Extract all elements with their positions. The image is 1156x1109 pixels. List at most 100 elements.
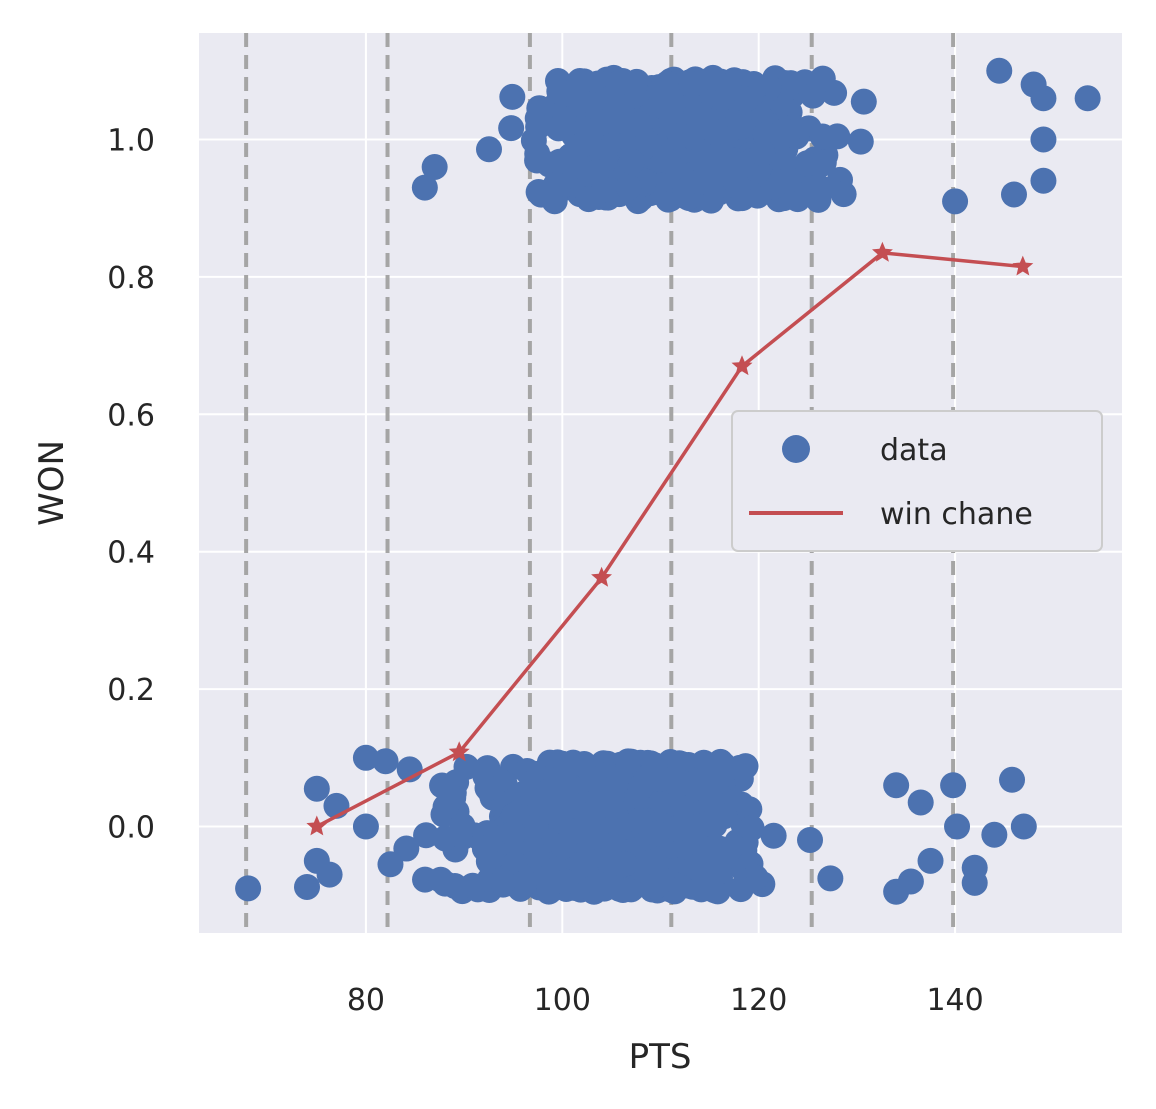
data-point: [727, 876, 754, 903]
data-point: [709, 151, 736, 178]
legend-marker-data: [782, 435, 810, 463]
y-tick-label: 1.0: [107, 123, 155, 158]
data-point: [1030, 85, 1057, 112]
data-point: [471, 835, 498, 862]
data-point: [372, 748, 399, 775]
data-point: [678, 71, 705, 98]
data-point: [597, 85, 624, 112]
y-tick-label: 0.2: [107, 673, 155, 708]
data-point: [500, 820, 527, 847]
data-point: [542, 171, 569, 198]
data-point: [558, 145, 585, 172]
data-point: [800, 82, 827, 109]
data-point: [1000, 181, 1027, 208]
data-point: [749, 140, 776, 167]
data-point: [615, 748, 642, 775]
data-point: [489, 868, 516, 895]
data-point: [726, 754, 753, 781]
data-points: [235, 57, 1101, 905]
data-point: [999, 766, 1026, 793]
data-point: [638, 849, 665, 876]
data-point: [944, 813, 971, 840]
data-point: [609, 851, 636, 878]
data-point: [641, 873, 668, 900]
data-point: [525, 113, 552, 140]
data-point: [499, 83, 526, 110]
data-point: [522, 813, 549, 840]
data-point: [316, 861, 343, 888]
y-tick-label: 0.0: [107, 811, 155, 846]
x-tick-label: 140: [926, 983, 983, 1018]
win-chance-path: [316, 251, 1024, 829]
data-point: [797, 826, 824, 853]
data-point: [981, 821, 1008, 848]
data-point: [883, 772, 910, 799]
legend-label-data: data: [880, 433, 948, 468]
data-point: [579, 800, 606, 827]
data-point: [596, 870, 623, 897]
legend-box: [731, 410, 1103, 552]
data-point: [686, 168, 713, 195]
data-point: [907, 789, 934, 816]
data-point: [897, 868, 924, 895]
y-tick-label: 0.8: [107, 261, 155, 296]
data-point: [715, 76, 742, 103]
data-point: [446, 821, 473, 848]
y-tick-label: 0.4: [107, 536, 155, 571]
data-point: [567, 87, 594, 114]
data-point: [440, 784, 467, 811]
data-point: [685, 813, 712, 840]
data-point: [698, 787, 725, 814]
data-point: [582, 823, 609, 850]
data-point: [566, 68, 593, 95]
x-tick-label: 100: [534, 983, 591, 1018]
data-point: [510, 870, 537, 897]
data-point: [940, 772, 967, 799]
x-axis-label: PTS: [629, 1037, 692, 1077]
data-point: [579, 766, 606, 793]
data-point: [294, 873, 321, 900]
data-point: [621, 72, 648, 99]
y-tick-label: 0.6: [107, 398, 155, 433]
data-point: [598, 779, 625, 806]
x-tick-label: 120: [730, 983, 787, 1018]
data-point: [627, 774, 654, 801]
data-point: [669, 770, 696, 797]
data-point: [303, 775, 330, 802]
data-point: [850, 88, 877, 115]
data-point: [413, 822, 440, 849]
data-point: [647, 765, 674, 792]
data-point: [412, 866, 439, 893]
data-point: [235, 875, 262, 902]
data-point: [830, 181, 857, 208]
win-chance-marker: [306, 815, 328, 836]
data-point: [524, 140, 551, 167]
data-point: [961, 869, 988, 896]
data-point: [411, 174, 438, 201]
data-point: [559, 818, 586, 845]
data-point: [824, 123, 851, 150]
data-point: [702, 119, 729, 146]
data-point: [727, 113, 754, 140]
data-point: [618, 148, 645, 175]
data-point: [698, 187, 725, 214]
x-tick-label: 80: [347, 983, 385, 1018]
data-point: [568, 851, 595, 878]
data-point: [627, 111, 654, 138]
data-point: [474, 775, 501, 802]
data-point: [847, 128, 874, 155]
data-point: [807, 151, 834, 178]
data-point: [583, 159, 610, 186]
data-point: [393, 835, 420, 862]
data-point: [654, 147, 681, 174]
win-chance-marker: [448, 741, 470, 762]
data-point: [432, 870, 459, 897]
data-point: [705, 858, 732, 885]
data-point: [771, 117, 798, 144]
win-chance-line: [306, 241, 1034, 836]
data-point: [1010, 813, 1037, 840]
data-point: [760, 822, 787, 849]
data-point: [421, 153, 448, 180]
data-point: [1074, 85, 1101, 112]
